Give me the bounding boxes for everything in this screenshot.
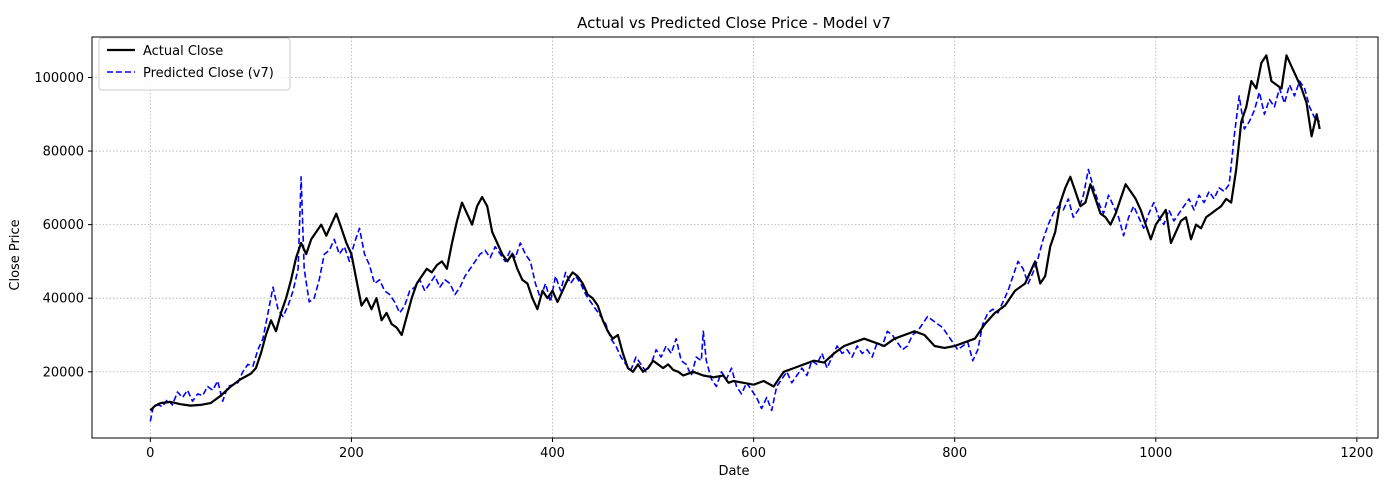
legend: Actual Close Predicted Close (v7) bbox=[98, 37, 291, 91]
y-tick-label: 20000 bbox=[43, 365, 84, 380]
y-axis-label: Close Price bbox=[8, 219, 23, 290]
plot-lines bbox=[149, 54, 1321, 422]
x-tick-label: 800 bbox=[942, 446, 967, 461]
y-tick-label: 40000 bbox=[43, 292, 84, 307]
x-tick-label: 1200 bbox=[1340, 446, 1373, 461]
x-tick-label: 400 bbox=[540, 446, 565, 461]
series-line-predicted-close bbox=[149, 80, 1321, 422]
grid bbox=[92, 37, 1378, 438]
x-tick-label: 200 bbox=[339, 446, 364, 461]
y-tick-label: 100000 bbox=[34, 71, 84, 86]
chart-title: Actual vs Predicted Close Price - Model … bbox=[577, 14, 891, 32]
legend-label-predicted: Predicted Close (v7) bbox=[143, 66, 274, 81]
y-axis: 20000 40000 60000 80000 100000 bbox=[34, 71, 92, 380]
plot-frame bbox=[91, 36, 1379, 439]
legend-box bbox=[98, 37, 291, 91]
x-tick-label: 600 bbox=[741, 446, 766, 461]
series-line-actual-close bbox=[149, 54, 1321, 412]
x-axis: 0 200 400 600 800 1000 1200 bbox=[146, 438, 1373, 461]
legend-label-actual: Actual Close bbox=[143, 44, 223, 59]
x-tick-label: 1000 bbox=[1139, 446, 1172, 461]
y-tick-label: 80000 bbox=[43, 145, 84, 160]
y-tick-label: 60000 bbox=[43, 218, 84, 233]
x-axis-label: Date bbox=[718, 464, 749, 479]
x-tick-label: 0 bbox=[146, 446, 154, 461]
